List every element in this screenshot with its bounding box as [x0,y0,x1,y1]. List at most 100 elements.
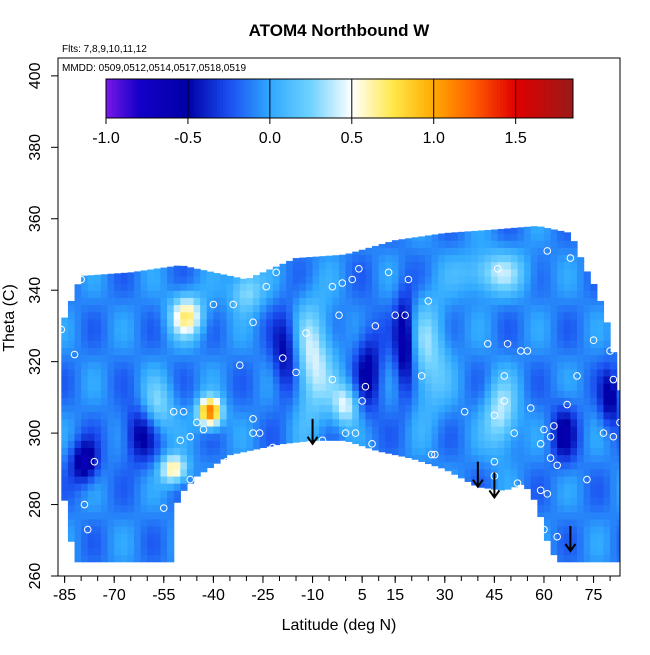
heatmap-cell [444,461,452,470]
heatmap-cell [107,368,115,377]
heatmap-cell [530,333,538,341]
heatmap-cell [167,266,175,270]
heatmap-cell [114,304,122,313]
heatmap-cell [94,440,102,448]
heatmap-cell [577,383,585,391]
heatmap-cell [239,333,248,341]
heatmap-cell [279,275,287,284]
heatmap-cell [352,361,360,370]
colorbar-cell [508,79,513,118]
heatmap-cell [543,375,552,384]
heatmap-cell [279,268,287,277]
heatmap-cell [266,304,274,313]
heatmap-cell [200,318,208,327]
heatmap-cell [577,261,585,270]
heatmap-cell [67,325,76,334]
heatmap-cell [266,325,274,334]
heatmap-cell [537,368,545,377]
heatmap-cell [180,447,188,456]
heatmap-cell [424,268,433,277]
heatmap-cell [477,483,486,488]
heatmap-cell [292,333,300,341]
heatmap-cell [74,284,82,291]
data-point [335,311,343,320]
heatmap-cell [590,375,598,384]
heatmap-cell [398,239,406,241]
heatmap-cell [127,290,135,298]
heatmap-cell [378,254,386,263]
heatmap-cell [491,261,499,270]
heatmap-cell [167,511,175,520]
heatmap-cell [424,235,433,241]
heatmap-cell [193,425,201,434]
heatmap-cell [339,375,347,384]
heatmap-cell [577,554,585,563]
heatmap-cell [325,268,333,277]
heatmap-cell [464,340,472,348]
heatmap-cell [411,325,419,334]
heatmap-cell [517,454,525,463]
heatmap-cell [577,375,585,384]
heatmap-cell [253,375,261,384]
heatmap-cell [239,404,248,413]
heatmap-cell [239,318,248,327]
heatmap-cell [385,383,393,391]
heatmap-cell [398,275,406,284]
heatmap-cell [173,497,181,503]
heatmap-cell [200,361,208,370]
heatmap-cell [603,397,611,406]
heatmap-cell [272,425,281,434]
heatmap-cell [517,275,525,284]
heatmap-cell [107,333,115,341]
heatmap-cell [550,325,558,334]
heatmap-cell [537,247,545,256]
heatmap-cell [279,375,287,384]
heatmap-cell [153,504,162,513]
heatmap-cell [114,547,122,556]
heatmap-cell [339,261,347,270]
heatmap-cell [153,554,162,563]
heatmap-cell [391,261,400,270]
heatmap-cell [365,425,373,434]
heatmap-cell [405,454,413,458]
heatmap-cell [477,397,486,406]
heatmap-cell [319,411,327,420]
heatmap-cell [332,411,340,420]
heatmap-cell [233,440,241,448]
heatmap-cell [524,233,532,241]
heatmap-cell [193,440,201,448]
heatmap-cell [94,333,102,341]
heatmap-cell [577,518,585,527]
heatmap-cell [213,433,221,441]
heatmap-cell [140,283,148,291]
heatmap-cell [147,433,155,441]
heatmap-cell [94,283,102,291]
heatmap-cell [543,304,552,313]
heatmap-cell [418,404,426,413]
heatmap-cell [405,304,413,313]
heatmap-cell [312,354,320,363]
heatmap-cell [246,278,254,284]
heatmap-cell [458,361,466,370]
heatmap-cell [246,404,254,413]
heatmap-cell [391,368,400,377]
heatmap-cell [233,375,241,384]
heatmap-cell [87,368,95,377]
heatmap-cell [504,468,512,477]
heatmap-cell [127,468,135,477]
heatmap-cell [477,340,486,348]
heatmap-cell [603,390,611,398]
heatmap-cell [134,318,142,327]
heatmap-cell [583,318,591,327]
heatmap-cell [299,268,307,277]
heatmap-cell [477,425,486,434]
heatmap-cell [81,283,89,291]
heatmap-cell [186,454,195,463]
data-point [536,486,545,495]
heatmap-cell [153,368,162,377]
colorbar-cell [462,79,466,118]
heatmap-cell [67,390,76,398]
heatmap-cell [418,425,426,434]
heatmap-cell [444,468,452,472]
heatmap-cell [193,454,201,463]
